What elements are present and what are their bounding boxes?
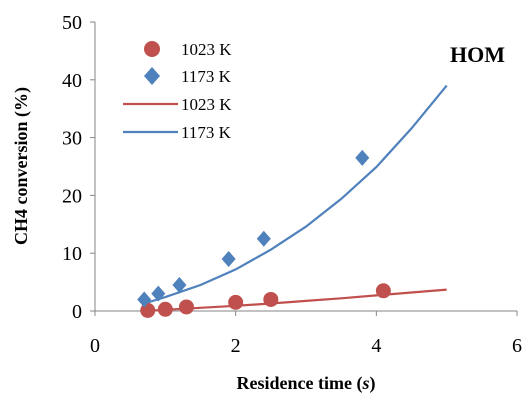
data-point-1173K xyxy=(172,276,187,293)
x-axis-ticks: 0 2 4 6 xyxy=(90,311,522,357)
y-tick-label: 30 xyxy=(62,128,82,150)
x-tick-label: 2 xyxy=(231,335,241,357)
x-tick-label: 0 xyxy=(90,335,100,357)
data-point-1173K xyxy=(221,250,236,267)
legend-label-1023K-line: 1023 K xyxy=(181,95,232,114)
x-tick-label: 6 xyxy=(512,335,522,357)
data-point-1023K xyxy=(157,301,173,317)
chart-annotation: HOM xyxy=(450,42,505,67)
y-tick-label: 50 xyxy=(62,12,82,34)
y-tick-label: 10 xyxy=(62,243,82,265)
data-point-1023K xyxy=(375,283,391,299)
y-tick-label: 0 xyxy=(72,301,82,323)
data-point-1023K xyxy=(178,299,194,315)
x-axis-title-close: ) xyxy=(369,373,375,394)
data-point-1173K xyxy=(151,285,166,302)
y-axis-title: CH4 conversion (%) xyxy=(11,87,32,245)
data-point-1173K xyxy=(256,230,271,247)
trendline-1173K xyxy=(143,84,448,305)
plot-area: 0 10 20 30 40 50 0 2 4 6 xyxy=(62,12,522,357)
x-axis-title: Residence time (s) xyxy=(237,373,376,394)
data-point-1173K xyxy=(137,291,152,308)
x-tick-label: 4 xyxy=(371,335,381,357)
data-point-1173K xyxy=(355,149,370,166)
y-tick-label: 40 xyxy=(62,70,82,92)
legend-marker-1173K-points xyxy=(144,67,160,85)
legend: 1023 K 1173 K 1023 K 1173 K xyxy=(123,40,232,142)
legend-label-1023K-points: 1023 K xyxy=(181,40,232,59)
x-axis-title-variable: s xyxy=(361,373,369,393)
y-axis-ticks: 0 10 20 30 40 50 xyxy=(62,12,95,323)
x-axis-title-main: Residence time ( xyxy=(237,373,363,394)
legend-marker-1023K-points xyxy=(144,41,160,57)
y-tick-label: 20 xyxy=(62,185,82,207)
data-point-1023K xyxy=(228,294,244,310)
data-point-1023K xyxy=(263,291,279,307)
legend-label-1173K-points: 1173 K xyxy=(181,67,232,86)
series-layer xyxy=(137,84,448,318)
legend-label-1173K-line: 1173 K xyxy=(181,123,232,142)
